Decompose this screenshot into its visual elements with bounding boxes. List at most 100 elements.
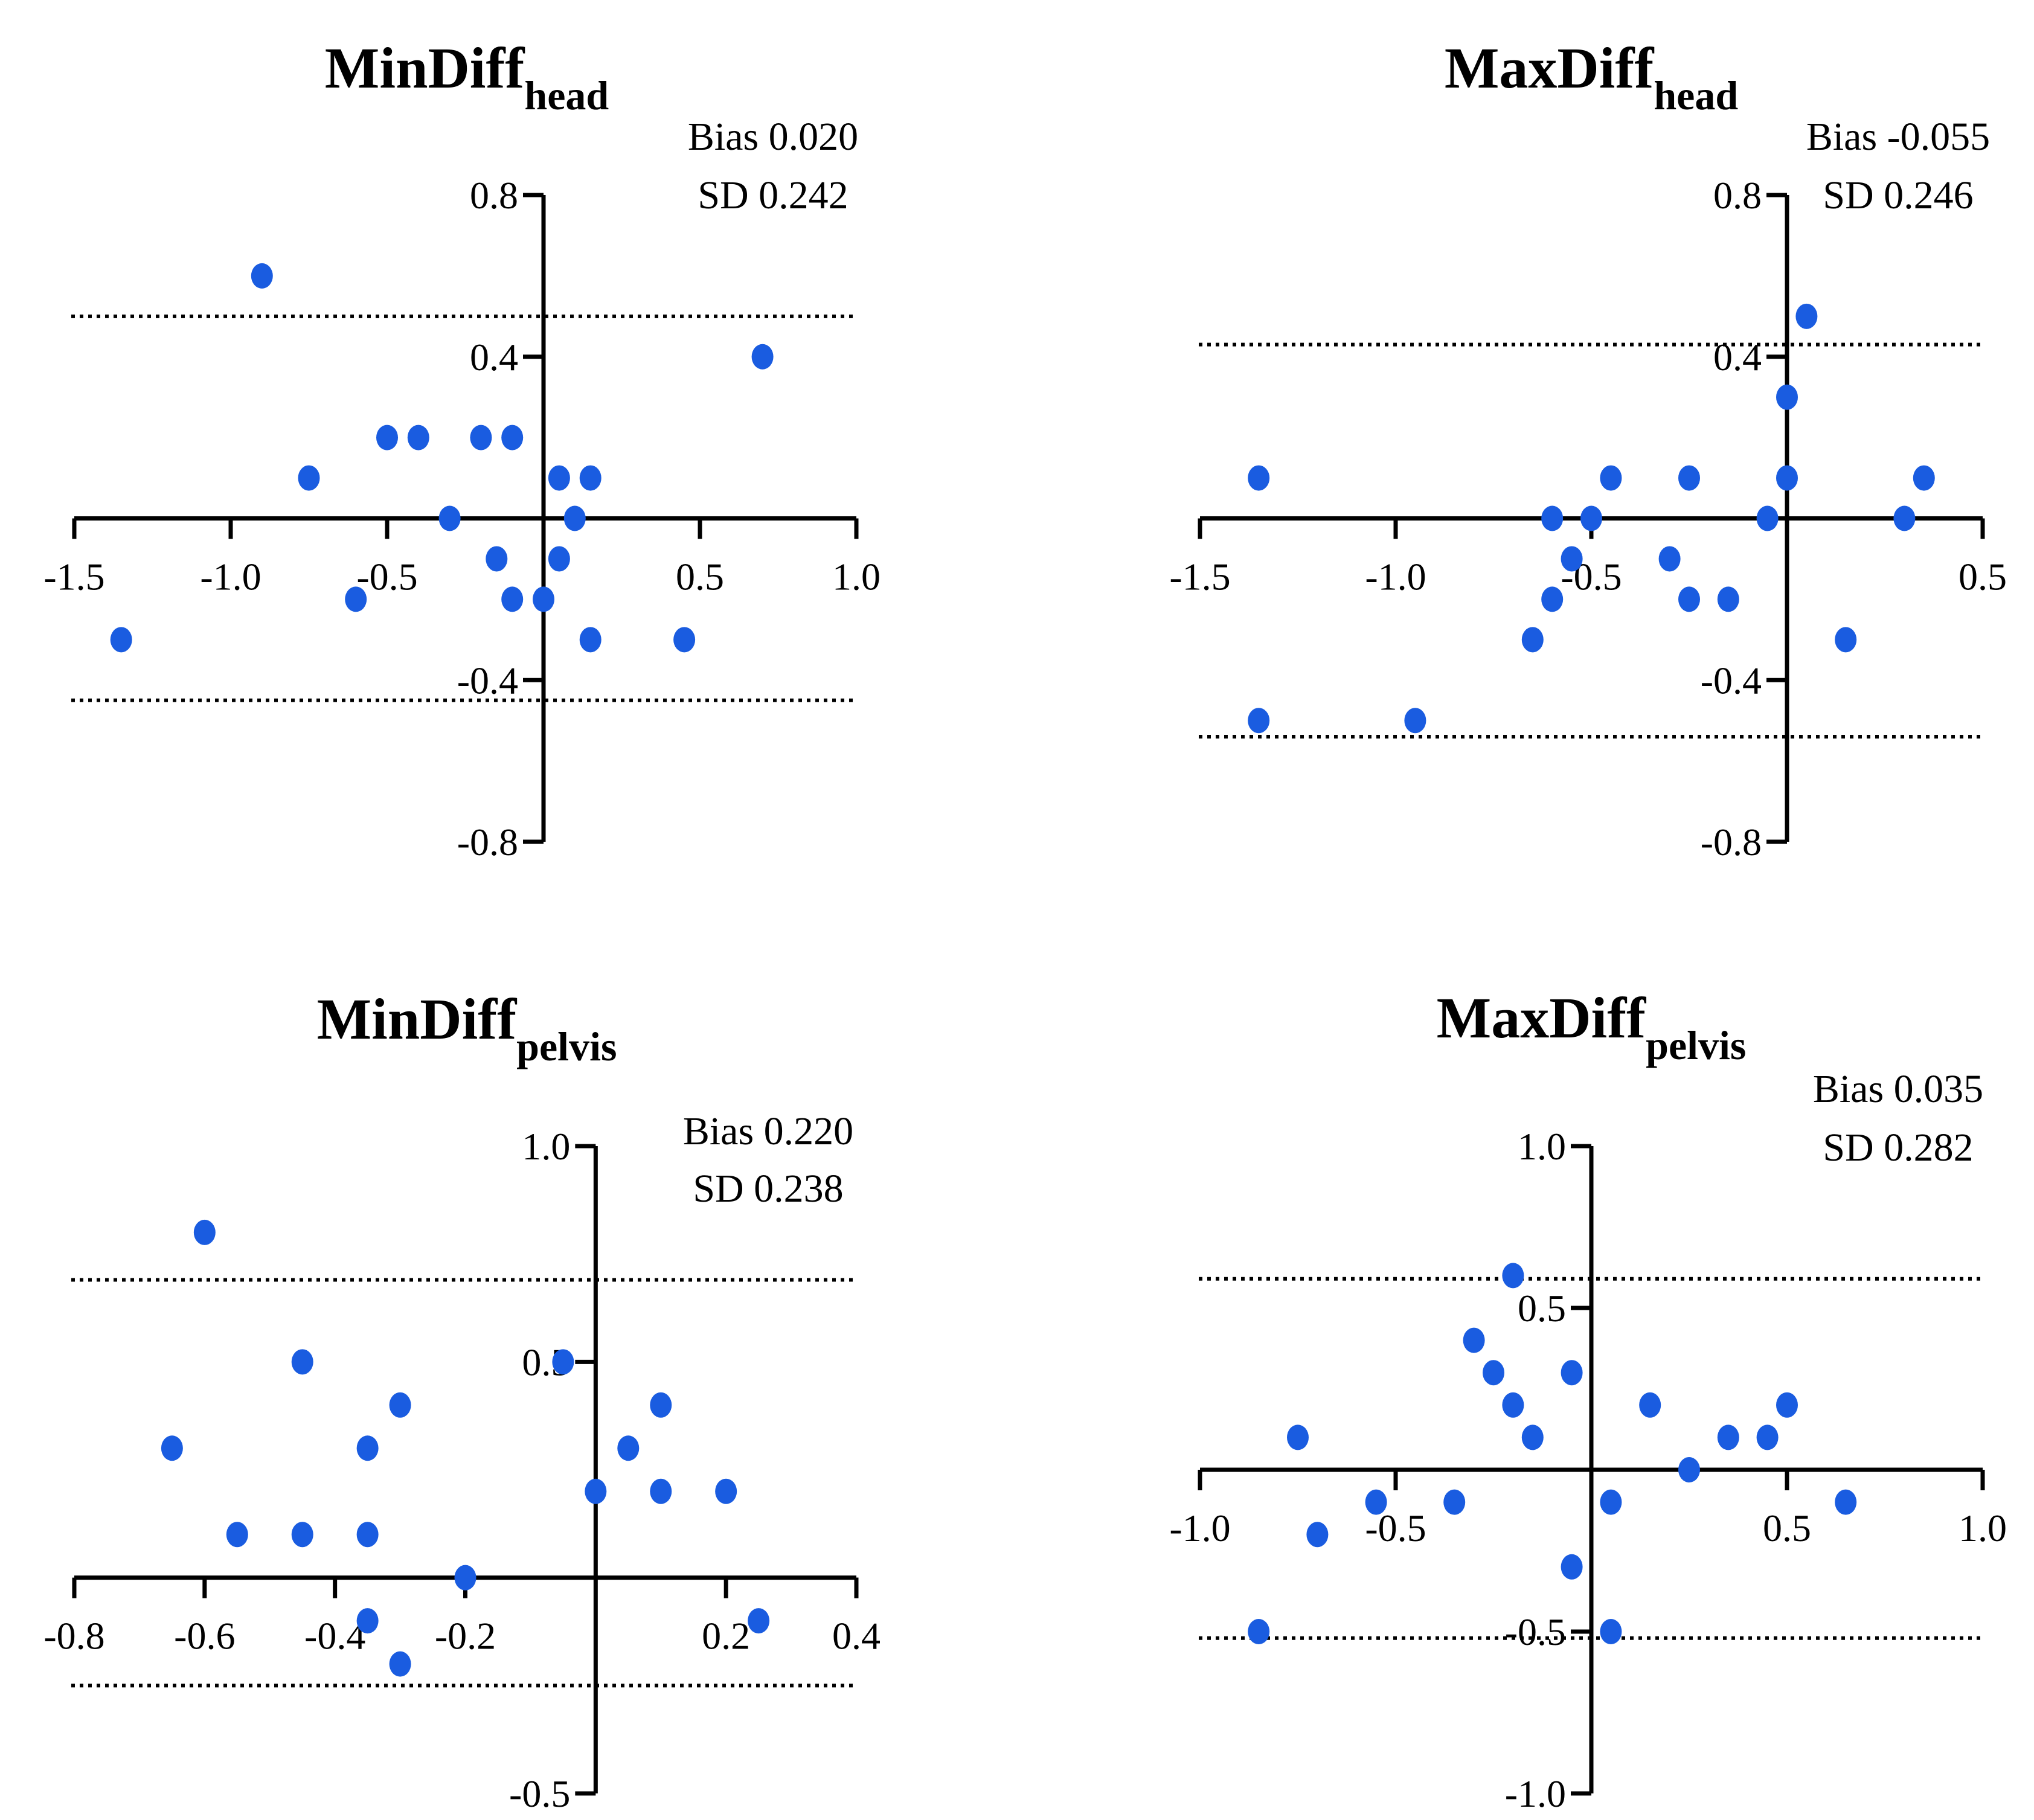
data-point bbox=[298, 465, 320, 491]
data-point bbox=[1717, 586, 1739, 612]
data-point bbox=[407, 425, 429, 450]
y-tick-label: 1.0 bbox=[1518, 1125, 1566, 1168]
data-point bbox=[1776, 1392, 1798, 1418]
y-tick-label: 1.0 bbox=[522, 1125, 570, 1168]
data-point bbox=[356, 1435, 379, 1461]
data-point bbox=[1658, 546, 1681, 572]
data-point bbox=[617, 1435, 640, 1461]
data-point bbox=[1561, 546, 1583, 572]
data-point bbox=[1248, 1619, 1270, 1644]
data-point bbox=[1717, 1424, 1739, 1450]
data-point bbox=[1502, 1263, 1524, 1289]
x-tick-label: -0.5 bbox=[356, 556, 417, 598]
chart-title: MinDiffpelvis bbox=[317, 987, 617, 1069]
data-point bbox=[376, 425, 398, 450]
data-point bbox=[1776, 465, 1798, 491]
data-point bbox=[1756, 1424, 1779, 1450]
data-point bbox=[715, 1478, 737, 1504]
data-point bbox=[1835, 1489, 1857, 1515]
sd-label: SD 0.238 bbox=[693, 1167, 843, 1211]
y-tick-label: -0.4 bbox=[1701, 659, 1762, 702]
data-point bbox=[1580, 505, 1602, 531]
data-point bbox=[291, 1349, 313, 1375]
x-tick-label: -1.0 bbox=[200, 556, 261, 598]
data-point bbox=[438, 505, 461, 531]
x-tick-label: 0.5 bbox=[1959, 556, 2007, 598]
data-point bbox=[1306, 1522, 1329, 1548]
data-point bbox=[1521, 627, 1544, 653]
data-point bbox=[585, 1478, 607, 1504]
data-point bbox=[1835, 627, 1857, 653]
data-point bbox=[1678, 586, 1700, 612]
data-point bbox=[1893, 505, 1916, 531]
data-point bbox=[1483, 1360, 1504, 1386]
x-tick-label: -1.5 bbox=[43, 556, 104, 598]
data-point bbox=[161, 1435, 183, 1461]
x-tick-label: 1.0 bbox=[1959, 1507, 2007, 1549]
data-point bbox=[1913, 465, 1935, 491]
data-point bbox=[501, 425, 524, 450]
data-point bbox=[548, 546, 570, 572]
data-point bbox=[552, 1349, 574, 1375]
data-point bbox=[193, 1219, 216, 1245]
data-point bbox=[1287, 1424, 1309, 1450]
y-tick-label: -0.5 bbox=[1505, 1610, 1566, 1653]
data-point bbox=[650, 1392, 672, 1418]
sd-label: SD 0.246 bbox=[1823, 173, 1973, 217]
chart-title: MaxDiffhead bbox=[1445, 36, 1739, 118]
y-tick-label: 0.8 bbox=[470, 174, 518, 217]
data-point bbox=[470, 425, 492, 450]
sd-label: SD 0.282 bbox=[1823, 1126, 1973, 1170]
data-point bbox=[1600, 1489, 1622, 1515]
y-tick-label: 0.4 bbox=[470, 336, 518, 379]
data-point bbox=[751, 344, 774, 370]
data-point bbox=[1443, 1489, 1466, 1515]
y-tick-label: -0.4 bbox=[457, 659, 518, 702]
x-tick-label: -0.6 bbox=[174, 1615, 235, 1658]
data-point bbox=[389, 1651, 411, 1677]
bias-label: Bias 0.035 bbox=[1813, 1067, 1983, 1111]
data-point bbox=[389, 1392, 411, 1418]
y-tick-label: -0.8 bbox=[457, 821, 518, 864]
data-point bbox=[1248, 708, 1270, 734]
data-point bbox=[110, 627, 132, 653]
data-point bbox=[1600, 465, 1622, 491]
chart-title: MinDiffhead bbox=[325, 36, 609, 118]
data-point bbox=[1463, 1327, 1485, 1353]
data-point bbox=[251, 263, 273, 289]
data-point bbox=[345, 586, 367, 612]
x-tick-label: -1.5 bbox=[1169, 556, 1230, 598]
data-point bbox=[1541, 586, 1564, 612]
data-point bbox=[533, 586, 554, 612]
data-point bbox=[1541, 505, 1564, 531]
data-point bbox=[748, 1608, 770, 1634]
panel-maxdiff-head: MaxDiffhead Bias -0.055 SD 0.246 -1.5 -1.0 -0… bbox=[1169, 36, 2007, 864]
data-point bbox=[486, 546, 508, 572]
x-tick-label: 0.4 bbox=[832, 1615, 881, 1658]
data-point bbox=[356, 1608, 379, 1634]
data-point bbox=[1404, 708, 1426, 734]
data-point bbox=[1639, 1392, 1661, 1418]
data-point bbox=[1678, 1457, 1700, 1482]
y-tick-label: -0.5 bbox=[509, 1772, 570, 1815]
bias-label: Bias 0.020 bbox=[688, 115, 858, 159]
bias-label: Bias -0.055 bbox=[1806, 115, 1990, 159]
data-point bbox=[226, 1522, 248, 1548]
panel-mindiff-head: MinDiffhead Bias 0.020 SD 0.242 -1.5 -1.0 -0.… bbox=[43, 36, 881, 864]
x-tick-label: 0.2 bbox=[702, 1615, 750, 1658]
chart-title: MaxDiffpelvis bbox=[1437, 985, 1747, 1068]
data-point bbox=[501, 586, 524, 612]
y-tick-label: 0.4 bbox=[1713, 336, 1762, 379]
data-point bbox=[1521, 1424, 1544, 1450]
x-tick-label: -1.0 bbox=[1169, 1507, 1230, 1549]
data-point bbox=[650, 1478, 672, 1504]
y-tick-label: -0.8 bbox=[1701, 821, 1762, 864]
x-tick-label: 0.5 bbox=[676, 556, 724, 598]
panel-mindiff-pelvis: MinDiffpelvis Bias 0.220 SD 0.238 -0.8 -0.6 -… bbox=[43, 987, 881, 1815]
x-tick-label: 0.5 bbox=[1763, 1507, 1811, 1549]
data-point bbox=[1561, 1554, 1583, 1580]
y-tick-label: -1.0 bbox=[1505, 1772, 1566, 1815]
x-tick-label: -0.2 bbox=[435, 1615, 496, 1658]
data-point bbox=[563, 505, 586, 531]
data-point bbox=[1600, 1619, 1622, 1644]
